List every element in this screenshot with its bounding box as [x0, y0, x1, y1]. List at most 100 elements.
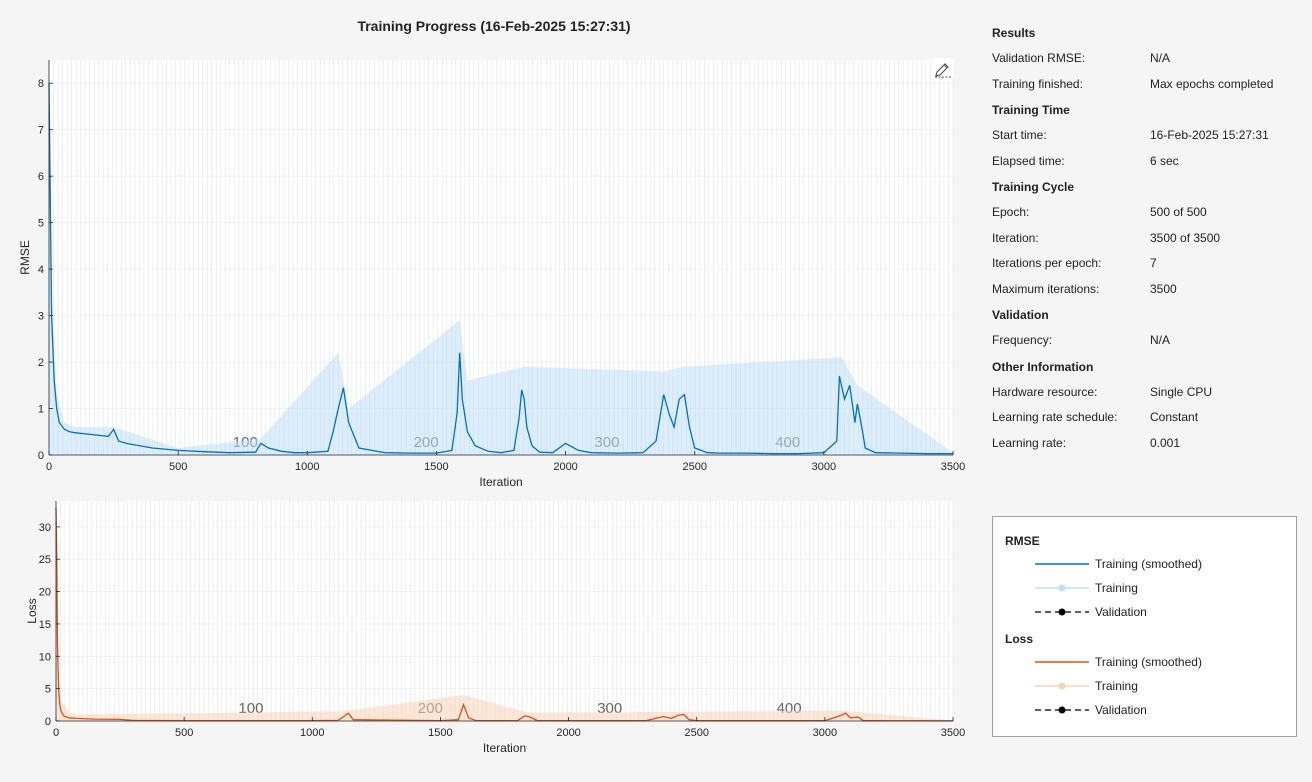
info-row: Training finished: Max epochs completed: [992, 72, 1302, 98]
info-value: 0.001: [1150, 435, 1181, 450]
rmse-xtick-label: 1000: [295, 461, 319, 473]
loss-xtick-label: 0: [53, 727, 59, 739]
info-key: Elapsed time:: [992, 153, 1065, 168]
info-key: Learning rate:: [992, 435, 1067, 450]
rmse-series-training-smoothed: [48, 83, 953, 455]
info-row: Elapsed time: 6 sec: [992, 149, 1302, 175]
legend-label: Training: [1095, 679, 1138, 693]
loss-ytick-label: 15: [39, 619, 51, 631]
info-row: Learning rate schedule: Constant: [992, 405, 1302, 431]
info-row: Hardware resource: Single CPU: [992, 380, 1302, 406]
info-section-title: Other Information: [992, 359, 1094, 374]
rmse-ytick-label: 5: [38, 218, 44, 230]
info-value: 7: [1150, 256, 1157, 270]
edit-plot-icon[interactable]: [932, 58, 954, 78]
legend-swatch: [1035, 706, 1089, 714]
info-row: Learning rate: 0.001: [992, 431, 1302, 457]
info-row: Start time: 16-Feb-2025 15:27:31: [992, 123, 1302, 149]
rmse-ytick-label: 2: [38, 357, 44, 369]
info-key: Maximum iterations:: [992, 281, 1100, 296]
loss-ytick-label: 20: [39, 587, 51, 599]
legend-label: Validation: [1095, 605, 1147, 619]
rmse-xtick-label: 3000: [812, 461, 836, 473]
info-value: 6 sec: [1150, 153, 1179, 168]
rmse-plot[interactable]: 1002003004000500100015002000250030003500…: [0, 0, 988, 500]
info-key: Learning rate schedule:: [992, 410, 1118, 424]
legend-swatch: [1035, 563, 1089, 565]
figure-title: Training Progress (16-Feb-2025 15:27:31): [357, 18, 631, 34]
info-row: Epoch: 500 of 500: [992, 200, 1302, 226]
legend-label: Training (smoothed): [1095, 655, 1202, 669]
info-value: 3500 of 3500: [1150, 230, 1221, 245]
info-key: Iteration:: [992, 230, 1039, 245]
legend-label: Validation: [1095, 703, 1147, 717]
info-section-title: Training Time: [992, 103, 1070, 117]
rmse-series-training-raw: [49, 69, 953, 456]
legend-group-title: Loss: [1005, 632, 1034, 646]
info-key: Validation RMSE:: [992, 51, 1086, 65]
info-key: Epoch:: [992, 205, 1030, 219]
legend-item: Training: [1035, 678, 1138, 694]
rmse-xtick-label: 2500: [682, 461, 706, 473]
loss-epoch-grid: [55, 501, 954, 721]
legend-swatch: [1035, 608, 1089, 616]
info-row: Iteration: 3500 of 3500: [992, 226, 1302, 252]
rmse-ytick-label: 3: [38, 311, 44, 323]
info-value: 16-Feb-2025 15:27:31: [1150, 128, 1269, 142]
rmse-xtick-label: 500: [169, 461, 187, 473]
training-info-panel: Results Validation RMSE: N/A Training finis…: [992, 20, 1302, 456]
rmse-ytick-label: 4: [38, 264, 44, 276]
info-section-title: Training Cycle: [992, 180, 1075, 194]
info-key: Frequency:: [992, 333, 1053, 347]
rmse-ytick-label: 6: [38, 171, 44, 183]
info-row: Maximum iterations: 3500: [992, 277, 1302, 303]
legend-box: RMSE Training (smoothed) Training Validatio…: [992, 516, 1297, 737]
loss-xtick-label: 1500: [428, 727, 452, 739]
rmse-xtick-label: 2000: [553, 461, 577, 473]
legend-item: Validation: [1035, 702, 1147, 718]
rmse-ytick-label: 8: [38, 78, 44, 90]
info-section-title: Validation: [992, 308, 1049, 322]
rmse-ytick-label: 0: [38, 450, 44, 462]
rmse-xlabel: Iteration: [479, 475, 522, 489]
loss-plot[interactable]: 1002003004000500100015002000250030003500…: [0, 0, 988, 782]
info-value: N/A: [1150, 51, 1171, 65]
rmse-xtick-label: 1500: [424, 461, 448, 473]
loss-ytick-label: 10: [39, 651, 51, 663]
rmse-ytick-label: 7: [38, 125, 44, 137]
legend-item: Training (smoothed): [1035, 556, 1202, 572]
legend-item: Training (smoothed): [1035, 654, 1202, 670]
loss-ytick-label: 5: [45, 684, 51, 696]
legend-item: Training: [1035, 580, 1138, 596]
legend-item: Validation: [1035, 604, 1147, 620]
info-key: Training finished:: [992, 76, 1083, 91]
loss-ytick-label: 0: [45, 716, 51, 728]
info-row: Frequency: N/A: [992, 328, 1302, 354]
legend-label: Training: [1095, 581, 1138, 595]
info-row: Iterations per epoch: 7: [992, 251, 1302, 277]
rmse-xtick-label: 3500: [941, 461, 965, 473]
info-value: 500 of 500: [1150, 205, 1207, 219]
rmse-ytick-label: 1: [38, 404, 44, 416]
info-value: Single CPU: [1150, 384, 1213, 399]
loss-xtick-label: 3000: [813, 727, 837, 739]
info-value: Constant: [1150, 410, 1199, 424]
loss-xtick-label: 1000: [300, 727, 324, 739]
info-value: Max epochs completed: [1150, 76, 1274, 91]
loss-series-training-smoothed: [55, 507, 954, 722]
info-value: N/A: [1150, 333, 1171, 347]
loss-ylabel: Loss: [25, 598, 39, 623]
loss-xtick-label: 2000: [556, 727, 580, 739]
legend-swatch: [1035, 584, 1089, 592]
loss-xtick-label: 500: [175, 727, 193, 739]
loss-xlabel: Iteration: [483, 741, 526, 755]
info-key: Hardware resource:: [992, 384, 1098, 399]
info-key: Iterations per epoch:: [992, 256, 1102, 270]
legend-group-title: RMSE: [1005, 534, 1040, 548]
rmse-ylabel: RMSE: [18, 240, 32, 275]
info-section-title: Results: [992, 26, 1036, 40]
loss-ytick-label: 25: [39, 554, 51, 566]
loss-ytick-label: 30: [39, 522, 51, 534]
info-row: Validation RMSE: N/A: [992, 46, 1302, 72]
loss-xtick-label: 2500: [684, 727, 708, 739]
